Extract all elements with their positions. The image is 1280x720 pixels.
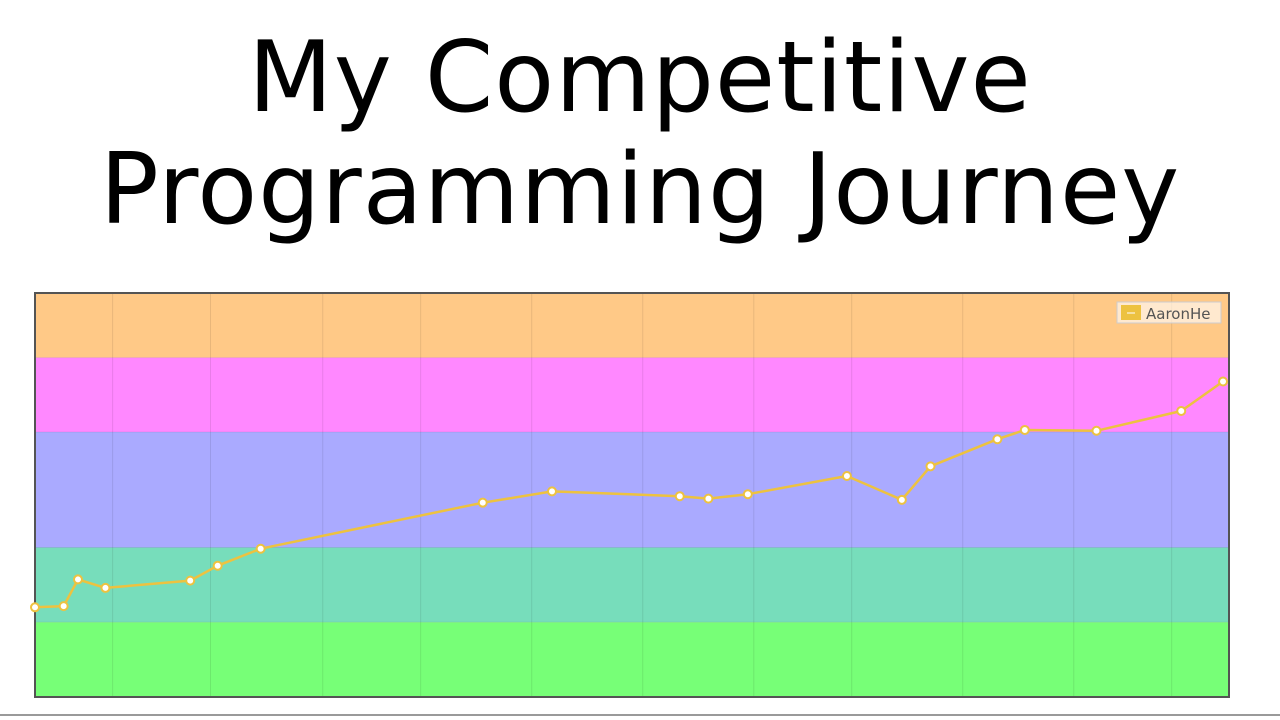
- data-point[interactable]: [703, 493, 714, 504]
- data-point[interactable]: [58, 601, 69, 612]
- data-point[interactable]: [896, 494, 907, 505]
- page-title: My Competitive Programming Journey: [0, 22, 1280, 246]
- data-point[interactable]: [992, 434, 1003, 445]
- rating-band-5: [35, 622, 1229, 697]
- title-line-2: Programming Journey: [99, 133, 1181, 247]
- rating-band-2: [35, 357, 1229, 432]
- chart-legend[interactable]: AaronHe: [1116, 301, 1222, 324]
- rating-band-4: [35, 547, 1229, 623]
- data-point[interactable]: [1218, 376, 1229, 387]
- data-point[interactable]: [1019, 424, 1030, 435]
- bottom-divider: [0, 714, 1280, 716]
- data-point[interactable]: [30, 602, 40, 613]
- rating-bands: [35, 293, 1229, 697]
- data-point[interactable]: [72, 574, 83, 585]
- legend-label-aaronhe: AaronHe: [1146, 305, 1210, 323]
- data-point[interactable]: [547, 486, 558, 497]
- data-point[interactable]: [255, 543, 266, 554]
- legend-box: [1116, 301, 1222, 324]
- data-point[interactable]: [742, 489, 753, 500]
- data-point[interactable]: [185, 575, 196, 586]
- data-point[interactable]: [674, 491, 685, 502]
- chart-gridlines: [35, 293, 1229, 697]
- data-point[interactable]: [477, 497, 488, 508]
- data-point[interactable]: [841, 471, 852, 482]
- rating-band-3: [35, 431, 1229, 548]
- data-point[interactable]: [1091, 425, 1102, 436]
- series-layer: [30, 376, 1229, 613]
- data-point[interactable]: [1176, 405, 1187, 416]
- plot-frame: [34, 292, 1230, 698]
- data-point[interactable]: [100, 582, 111, 593]
- data-point[interactable]: [212, 560, 223, 571]
- data-point[interactable]: [925, 461, 936, 472]
- rating-band-1: [35, 293, 1229, 358]
- title-line-1: My Competitive: [248, 21, 1032, 135]
